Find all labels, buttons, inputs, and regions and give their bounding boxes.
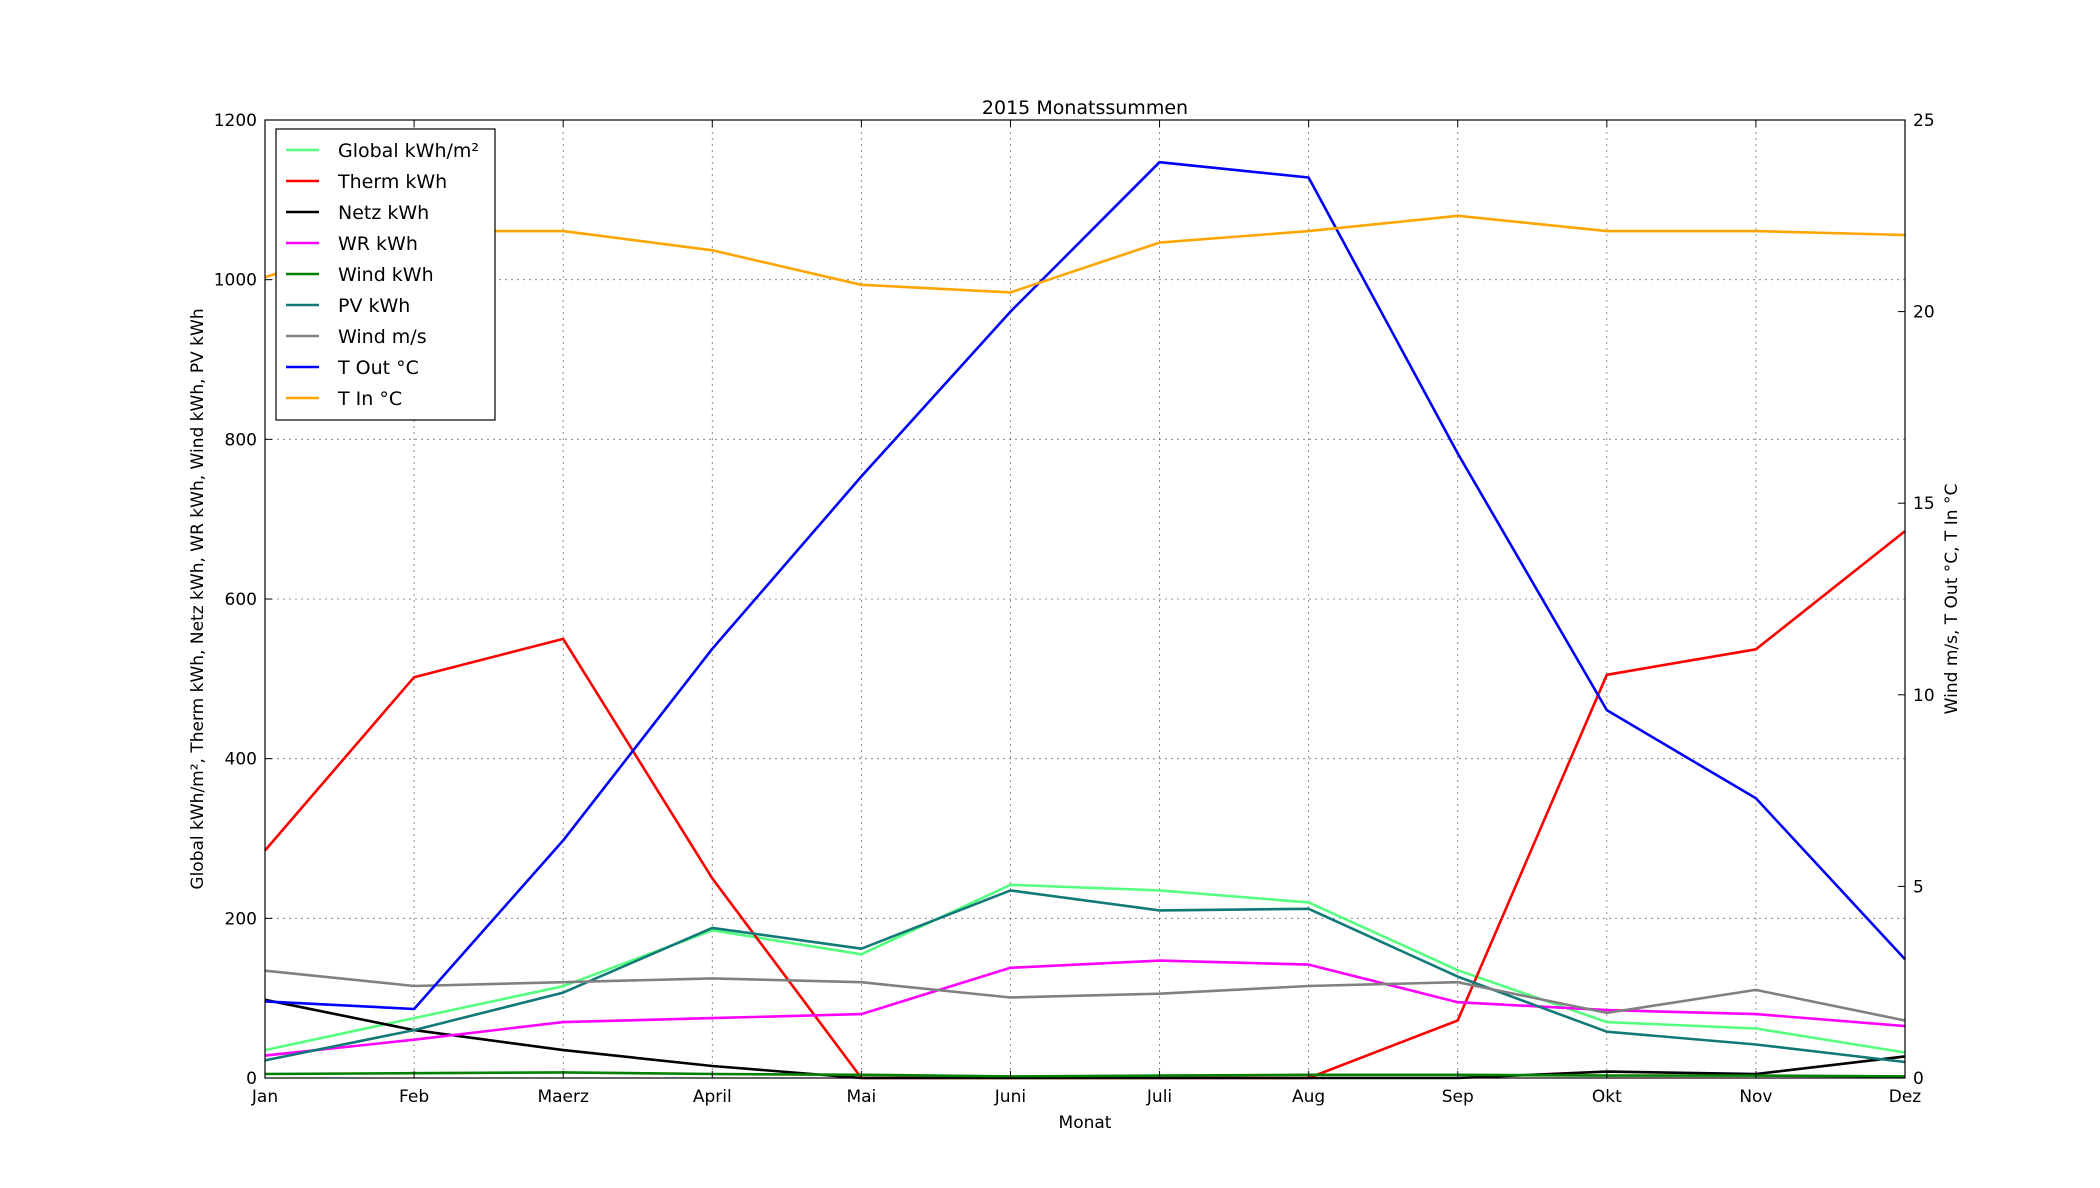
series-line-0 xyxy=(264,883,1906,1054)
axis-ticks: Jan Feb Maerz April Mai Juni Juli Aug Sep Okt Nov D… xyxy=(214,111,1935,1107)
x-tick-label: Okt xyxy=(1592,1087,1622,1107)
legend: Global kWh/m² Therm kWh Netz kWh WR kWh Wind… xyxy=(275,128,496,421)
y-axis-label-left: Global kWh/m², Therm kWh, Netz kWh, WR k… xyxy=(188,308,208,889)
x-tick-label: April xyxy=(693,1087,732,1107)
y-tick-label-left: 200 xyxy=(225,909,257,929)
y-tick-label-right: 25 xyxy=(1913,111,1935,131)
legend-label: T Out °C xyxy=(337,357,419,379)
y-tick-label-left: 1200 xyxy=(214,111,257,131)
legend-label: PV kWh xyxy=(338,295,410,317)
series-line-5 xyxy=(264,889,1906,1064)
x-tick-label: Juli xyxy=(1146,1087,1172,1107)
y-tick-label-left: 600 xyxy=(225,590,257,610)
legend-label: Therm kWh xyxy=(337,171,447,193)
x-tick-label: Aug xyxy=(1292,1087,1325,1107)
y-tick-label-right: 5 xyxy=(1913,877,1924,897)
y-tick-label-left: 400 xyxy=(225,750,257,770)
y-tick-label-left: 1000 xyxy=(214,271,257,291)
grid xyxy=(265,120,1905,1078)
x-tick-label: Nov xyxy=(1739,1087,1772,1107)
series-lines xyxy=(264,160,1906,1080)
legend-label: Wind kWh xyxy=(338,264,434,286)
y-tick-label-left: 0 xyxy=(246,1069,257,1089)
legend-label: Wind m/s xyxy=(338,326,427,348)
chart-title: 2015 Monatssummen xyxy=(982,97,1188,119)
x-tick-label: Feb xyxy=(399,1087,429,1107)
series-line-7 xyxy=(264,160,1906,1011)
series-line-8 xyxy=(264,214,1906,294)
x-tick-label: Maerz xyxy=(537,1087,589,1107)
series-line-3 xyxy=(264,959,1906,1057)
series-line-4 xyxy=(264,1071,1906,1078)
legend-label: WR kWh xyxy=(338,233,418,255)
x-tick-label: Juni xyxy=(994,1087,1026,1107)
legend-label: T In °C xyxy=(337,388,402,410)
x-tick-label: Jan xyxy=(251,1087,278,1107)
x-tick-label: Mai xyxy=(846,1087,876,1107)
legend-label: Global kWh/m² xyxy=(338,140,479,162)
y-axis-label-right: Wind m/s, T Out °C, T In °C xyxy=(1942,484,1962,715)
y-tick-label-right: 20 xyxy=(1913,303,1935,323)
x-tick-label: Sep xyxy=(1442,1087,1474,1107)
y-tick-label-right: 15 xyxy=(1913,494,1935,514)
x-axis-label: Monat xyxy=(1059,1113,1112,1133)
series-line-6 xyxy=(264,969,1906,1022)
y-tick-label-right: 10 xyxy=(1913,686,1935,706)
x-tick-label: Dez xyxy=(1889,1087,1922,1107)
legend-label: Netz kWh xyxy=(338,202,429,224)
y-tick-label-left: 800 xyxy=(225,430,257,450)
y-tick-label-right: 0 xyxy=(1913,1069,1924,1089)
